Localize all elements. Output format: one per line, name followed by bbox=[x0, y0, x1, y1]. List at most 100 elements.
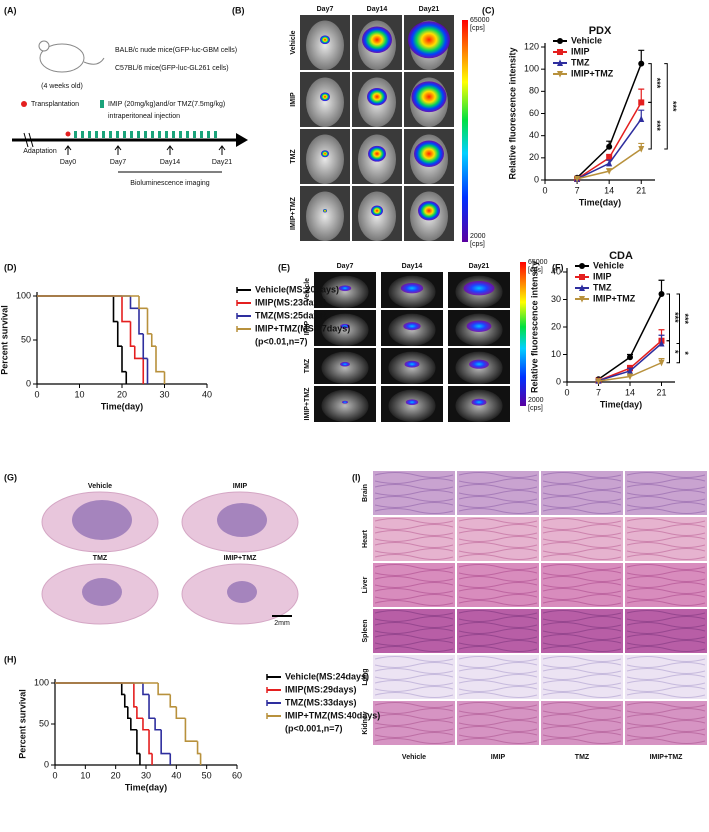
x-tick-label: 21 bbox=[656, 387, 666, 397]
tissue-image bbox=[373, 701, 455, 745]
tissue-image bbox=[541, 655, 623, 699]
tissue-image bbox=[541, 563, 623, 607]
column-label: Day7 bbox=[337, 263, 354, 270]
scale-bar-label: 2mm bbox=[274, 620, 290, 627]
injection-tick bbox=[144, 131, 147, 138]
survival-step bbox=[150, 333, 156, 347]
survival-step bbox=[123, 694, 128, 708]
row-label: IMIP+TMZ bbox=[290, 196, 297, 230]
tumor bbox=[217, 503, 267, 537]
x-tick-label: 40 bbox=[171, 770, 181, 780]
signal bbox=[371, 205, 383, 217]
mouse-body bbox=[306, 77, 344, 127]
tissue-image bbox=[625, 563, 707, 607]
row-label: TMZ bbox=[290, 149, 297, 164]
injection-tick bbox=[193, 131, 196, 138]
signal bbox=[466, 320, 492, 332]
tumor bbox=[82, 578, 122, 606]
injection-tick bbox=[95, 131, 98, 138]
mouse-body bbox=[321, 351, 369, 384]
y-tick-label: 50 bbox=[39, 718, 49, 728]
day-label: Day0 bbox=[60, 159, 76, 166]
row-label: Spleen bbox=[362, 620, 369, 643]
survival-step bbox=[120, 683, 125, 696]
mouse-body bbox=[321, 389, 369, 422]
tissue-texture bbox=[374, 564, 454, 606]
column-label: IMIP bbox=[491, 754, 506, 761]
injection-tick bbox=[74, 131, 77, 138]
injection-icon bbox=[100, 100, 104, 108]
scale-max: 65000 bbox=[470, 17, 490, 24]
row-label: Vehicle bbox=[290, 30, 297, 54]
day-label: Day14 bbox=[160, 159, 180, 166]
tissue-texture bbox=[542, 518, 622, 560]
treatment-label: IMIP (20mg/kg)and/or TMZ(7.5mg/kg) bbox=[108, 101, 225, 108]
tissue-texture bbox=[374, 702, 454, 744]
significance-label: *** bbox=[652, 78, 662, 89]
chart: 0 50 100 0 10 20 30 40 50 60 Time(day) Percent surv… bbox=[17, 671, 380, 792]
sections-panel-g: Vehicle IMIP TMZ IMIP+TMZ 2mm bbox=[41, 483, 299, 627]
point bbox=[638, 145, 645, 153]
treatment-label: intraperitoneal injection bbox=[108, 113, 180, 120]
chart-title: PDX bbox=[589, 25, 612, 37]
signal bbox=[414, 140, 444, 167]
injection-tick bbox=[116, 131, 119, 138]
point bbox=[627, 373, 633, 381]
x-tick-label: 10 bbox=[80, 770, 90, 780]
day-label: Day7 bbox=[110, 159, 126, 166]
injection-tick bbox=[102, 131, 105, 138]
scale-min: 2000 bbox=[528, 397, 544, 404]
panel-label: (C) bbox=[482, 5, 495, 15]
day-arrow bbox=[166, 145, 174, 155]
y-tick-label: 100 bbox=[524, 64, 539, 74]
injection-tick bbox=[130, 131, 133, 138]
tissue-texture bbox=[626, 702, 706, 744]
injection-tick bbox=[158, 131, 161, 138]
point bbox=[658, 339, 665, 347]
column-label: Day21 bbox=[419, 6, 440, 13]
point bbox=[574, 175, 581, 183]
signal bbox=[362, 26, 392, 53]
x-tick-label: 30 bbox=[159, 389, 169, 399]
significance-bracket bbox=[666, 340, 670, 364]
x-tick-label: 14 bbox=[604, 185, 614, 195]
column-label: Day7 bbox=[317, 6, 334, 13]
y-tick-label: 80 bbox=[529, 86, 539, 96]
x-tick-label: 14 bbox=[625, 387, 635, 397]
tissue-image bbox=[541, 517, 623, 561]
injection-tick bbox=[214, 131, 217, 138]
row-label: Lung bbox=[362, 668, 369, 685]
y-axis-label: Relative fluorescence intensity bbox=[507, 47, 517, 179]
tissue-image bbox=[457, 517, 539, 561]
axis-break bbox=[23, 132, 34, 148]
signal bbox=[368, 145, 386, 162]
survival-step bbox=[184, 718, 198, 743]
x-tick-label: 30 bbox=[141, 770, 151, 780]
mouse-body bbox=[358, 191, 396, 241]
survival-step bbox=[130, 718, 137, 731]
injection-tick bbox=[207, 131, 210, 138]
signal bbox=[367, 87, 387, 106]
colorbar bbox=[520, 262, 526, 406]
mouse-body bbox=[306, 20, 344, 70]
signal bbox=[463, 281, 495, 296]
legend-label: IMIP+TMZ(MS:27days) bbox=[255, 323, 350, 333]
survival-step bbox=[148, 694, 156, 720]
tissue-image bbox=[457, 471, 539, 515]
chart: 0 20 40 60 80 100 120 0 7 14 21 PDX Time(day) Relativ… bbox=[507, 25, 678, 207]
tissue-image bbox=[457, 701, 539, 745]
signal bbox=[321, 150, 329, 158]
legend-note: (p<0.01,n=7) bbox=[255, 336, 308, 346]
y-tick-label: 40 bbox=[529, 130, 539, 140]
point bbox=[658, 359, 665, 367]
y-tick-label: 100 bbox=[34, 677, 49, 687]
day-label: Day21 bbox=[212, 159, 232, 166]
significance-bracket bbox=[664, 63, 668, 150]
y-tick-label: 50 bbox=[21, 334, 31, 344]
injection-ticks bbox=[74, 131, 217, 138]
x-tick-label: 7 bbox=[596, 387, 601, 397]
survival-step bbox=[175, 706, 186, 720]
scale-max: 65000 bbox=[528, 259, 548, 266]
x-axis-label: Time(day) bbox=[101, 401, 143, 411]
mouse-tail bbox=[83, 57, 105, 65]
